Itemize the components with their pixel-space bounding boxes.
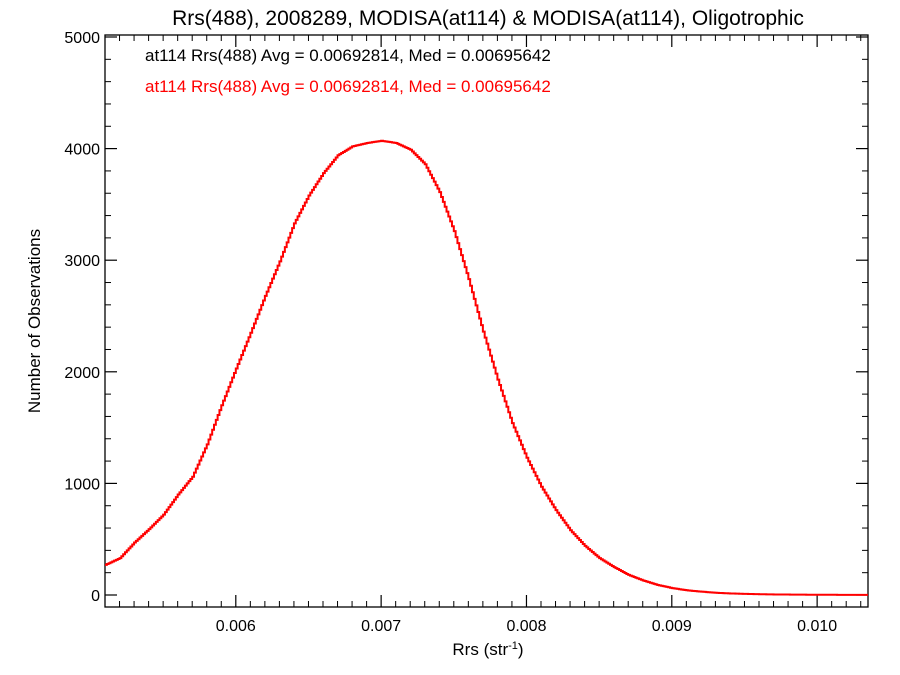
series-layer [105, 139, 868, 596]
chart-title: Rrs(488), 2008289, MODISA(at114) & MODIS… [172, 7, 804, 30]
y-tick-label: 4000 [64, 142, 100, 159]
x-tick-label: 0.008 [506, 618, 546, 635]
series-line-1 [105, 139, 868, 596]
y-tick-label: 1000 [64, 476, 100, 493]
x-axis-label-close: ) [518, 640, 524, 659]
x-axis: 0.006 0.007 0.008 0.009 0.010 [119, 35, 862, 635]
x-tick-label: 0.010 [797, 618, 837, 635]
legend-entry-2: at114 Rrs(488) Avg = 0.00692814, Med = 0… [145, 77, 551, 96]
y-tick-label: 5000 [64, 30, 100, 47]
x-tick-label: 0.009 [652, 618, 692, 635]
x-tick-label: 0.006 [216, 618, 256, 635]
legend: at114 Rrs(488) Avg = 0.00692814, Med = 0… [145, 46, 551, 96]
x-axis-label-superscript: -1 [508, 640, 518, 652]
legend-entry-1: at114 Rrs(488) Avg = 0.00692814, Med = 0… [145, 46, 551, 65]
y-tick-label: 2000 [64, 365, 100, 382]
y-tick-label: 0 [91, 588, 100, 605]
y-axis: 0 1000 2000 3000 4000 5000 [64, 30, 868, 605]
x-axis-label: Rrs (str-1) [452, 640, 523, 659]
x-tick-label: 0.007 [361, 618, 401, 635]
x-axis-label-main: Rrs (str [452, 640, 508, 659]
y-tick-label: 3000 [64, 253, 100, 270]
y-axis-label: Number of Observations [25, 229, 44, 413]
plot-frame [104, 34, 869, 608]
